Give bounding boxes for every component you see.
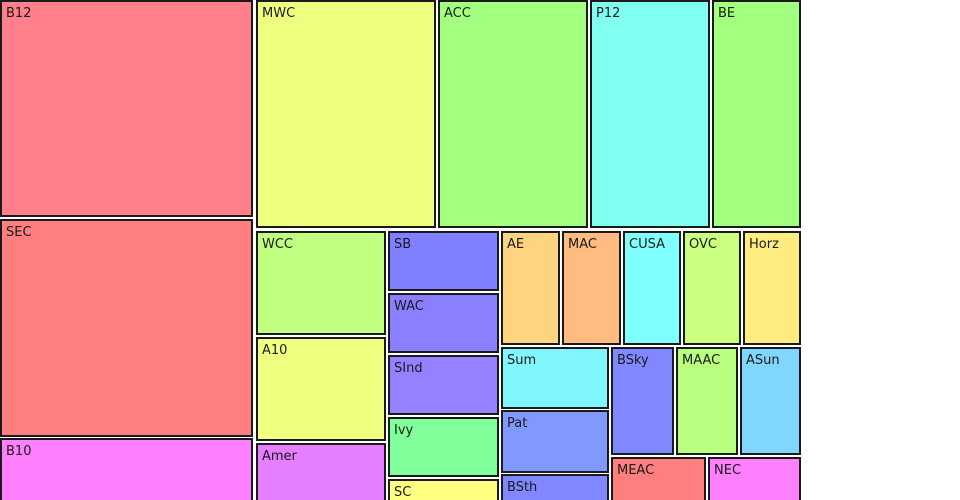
treemap-tile-p12: P12 xyxy=(590,0,710,228)
treemap-tile-label: WCC xyxy=(262,237,294,252)
treemap-tile-label: NEC xyxy=(714,463,742,478)
treemap-tile-label: WAC xyxy=(394,299,424,314)
treemap-tile-label: Amer xyxy=(262,449,297,464)
treemap-tile-ae: AE xyxy=(501,231,560,345)
treemap-tile-label: CUSA xyxy=(629,237,665,252)
treemap-tile-label: Pat xyxy=(507,416,528,431)
treemap-tile-wac: WAC xyxy=(388,293,499,353)
treemap-tile-bsth: BSth xyxy=(501,474,609,500)
treemap-tile-mac: MAC xyxy=(562,231,621,345)
treemap-tile-wcc: WCC xyxy=(256,231,386,335)
treemap-tile-pat: Pat xyxy=(501,410,609,473)
treemap-tile-label: A10 xyxy=(262,343,288,358)
treemap-tile-horz: Horz xyxy=(743,231,801,345)
treemap-tile-ovc: OVC xyxy=(683,231,741,345)
treemap-tile-b12: B12 xyxy=(0,0,253,217)
treemap-tile-mwc: MWC xyxy=(256,0,436,228)
treemap-tile-label: B12 xyxy=(6,6,32,21)
treemap-tile-label: SEC xyxy=(6,225,32,240)
treemap-tile-b10: B10 xyxy=(0,438,253,500)
treemap-tile-label: B10 xyxy=(6,444,32,459)
treemap-tile-bsky: BSky xyxy=(611,347,674,455)
treemap-tile-sum: Sum xyxy=(501,347,609,409)
treemap-tile-sb: SB xyxy=(388,231,499,291)
treemap-tile-meac: MEAC xyxy=(611,457,706,500)
treemap-tile-amer: Amer xyxy=(256,443,386,500)
treemap-tile-label: ASun xyxy=(746,353,780,368)
treemap-tile-cusa: CUSA xyxy=(623,231,681,345)
treemap-tile-acc: ACC xyxy=(438,0,588,228)
treemap-tile-ivy: Ivy xyxy=(388,417,499,477)
treemap-tile-label: P12 xyxy=(596,6,621,21)
treemap-tile-label: Ivy xyxy=(394,423,414,438)
treemap-tile-label: AE xyxy=(507,237,525,252)
treemap-tile-asun: ASun xyxy=(740,347,801,455)
treemap-tile-be: BE xyxy=(712,0,801,228)
treemap-tile-label: MWC xyxy=(262,6,296,21)
treemap-tile-label: BSth xyxy=(507,480,538,495)
treemap-tile-label: Sum xyxy=(507,353,537,368)
treemap-tile-label: BSky xyxy=(617,353,649,368)
treemap-tile-nec: NEC xyxy=(708,457,801,500)
treemap-tile-label: ACC xyxy=(444,6,471,21)
treemap-tile-a10: A10 xyxy=(256,337,386,441)
treemap-tile-label: Horz xyxy=(749,237,779,252)
treemap-tile-sec: SEC xyxy=(0,219,253,437)
treemap-tile-maac: MAAC xyxy=(676,347,738,455)
treemap-tile-label: SInd xyxy=(394,361,423,376)
treemap-tile-label: BE xyxy=(718,6,736,21)
treemap-tile-sc: SC xyxy=(388,479,499,500)
treemap-tile-label: SB xyxy=(394,237,412,252)
treemap-tile-label: OVC xyxy=(689,237,717,252)
treemap-tile-label: SC xyxy=(394,485,412,500)
treemap-tile-label: MEAC xyxy=(617,463,655,478)
treemap-tile-sind: SInd xyxy=(388,355,499,415)
treemap-tile-label: MAAC xyxy=(682,353,721,368)
treemap-tile-label: MAC xyxy=(568,237,597,252)
